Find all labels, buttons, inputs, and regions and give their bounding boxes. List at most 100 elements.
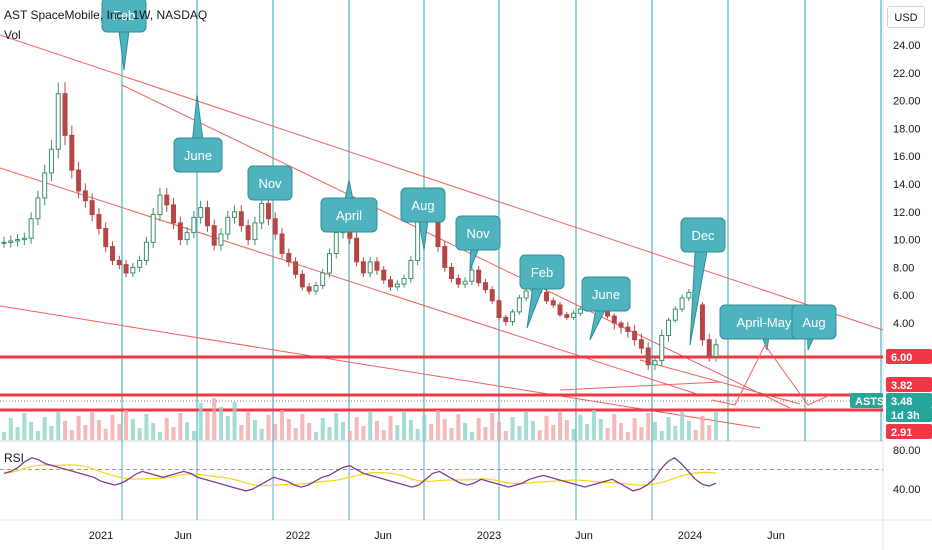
candle-body [8,240,14,243]
price-tick-label: 8.00 [893,262,914,274]
volume-bar [564,420,569,440]
time-tick-label: Jun [767,530,785,542]
candle-body [1,241,7,244]
callout-label: Nov [466,226,490,241]
volume-bar [185,422,190,440]
volume-bar [483,427,488,440]
cycle-callout: Nov [455,215,501,271]
candle-body [137,259,143,268]
candle-body [374,261,380,271]
volume-bar [266,415,271,440]
volume-bar [205,412,210,440]
candle-body [232,211,238,218]
volume-label[interactable]: Vol [4,28,21,42]
volume-bar [259,429,264,440]
candle-body [360,261,366,274]
candle-body [238,211,244,227]
candle-body [89,200,95,216]
volume-bar [354,417,359,440]
volume-bar [497,422,502,440]
price-badge: ASTS [850,393,884,408]
candle-body [625,326,631,332]
candle-body [632,330,638,341]
volume-bar [693,430,698,440]
cycle-callout: Aug [400,187,446,251]
price-axis-background [883,0,932,550]
candle-body [333,232,339,254]
candle-body [462,280,468,285]
cycle-callout: Dec [680,217,726,346]
callout-label: Aug [802,315,825,330]
volume-bar [252,420,257,440]
candle-body [618,322,624,328]
cycle-callout: Nov [247,165,293,202]
volume-bar [69,430,74,440]
volume-bar [666,417,671,440]
candle-body [503,316,509,323]
candle-body [306,286,312,292]
candle-body [225,216,231,235]
candle-body [557,304,563,316]
candle-body [699,304,705,341]
candle-body [130,266,136,274]
volume-bar [585,424,590,440]
volume-bar [29,422,34,440]
volume-bar [103,429,108,440]
volume-bar [22,413,27,440]
candle-body [76,169,82,192]
candle-body [381,269,387,281]
candle-body [28,218,34,239]
price-tick-label: 16.00 [893,151,921,163]
volume-bar [456,414,461,440]
volume-bar [42,417,47,440]
candle-body [408,259,414,280]
rsi-label[interactable]: RSI [4,451,25,465]
volume-bar [429,424,434,440]
symbol-title[interactable]: AST SpaceMobile, Inc., 1W, NASDAQ [4,8,208,22]
volume-bar [15,427,20,440]
price-badge: 2.91 [886,424,932,439]
volume-bar [530,421,535,440]
volume-bar [191,431,196,440]
volume-bar [700,416,705,440]
candle-body [645,347,651,366]
candle-body [638,339,644,349]
callout-label: Dec [691,228,715,243]
volume-bar [435,410,440,440]
time-tick-label: Jun [174,530,192,542]
candle-body [442,246,448,268]
candle-body [482,282,488,291]
volume-bar [368,412,373,440]
volume-bar [449,428,454,440]
volume-bar [212,398,217,440]
price-tick-label: 4.00 [893,318,914,330]
candle-body [265,202,271,220]
volume-bar [598,419,603,440]
candle-body [164,194,170,206]
volume-bar [463,423,468,440]
volume-bar [63,421,68,440]
candle-body [550,300,556,306]
currency-button[interactable]: USD [887,6,925,28]
price-badge-label: 6.00 [891,352,912,364]
rsi-line [3,457,717,492]
candle-body [713,344,719,357]
volume-bar [612,414,617,440]
candle-body [476,269,482,284]
volume-bar [381,430,386,440]
candle-body [123,264,129,274]
candle-body [55,93,61,150]
volume-bar [124,410,129,440]
volume-bar [605,428,610,440]
trend-line [639,359,801,405]
candle-body [96,214,102,229]
candle-body [659,335,665,362]
candle-body [116,259,122,266]
cycle-callout: Feb [101,0,147,71]
volume-bar [578,415,583,440]
volume-bar [619,423,624,440]
candle-body [272,218,278,235]
candle-body [150,214,156,243]
candle-body [109,246,115,261]
